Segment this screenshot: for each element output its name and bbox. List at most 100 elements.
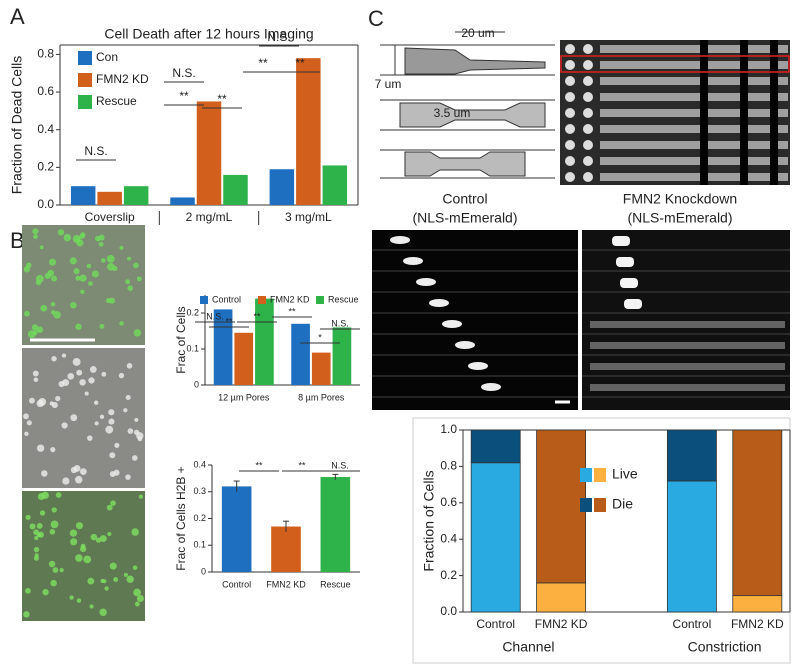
legend-label: Con	[96, 50, 118, 64]
legend-swatch	[258, 296, 266, 304]
cell	[70, 538, 78, 546]
cell	[127, 256, 132, 261]
legend-swatch	[580, 468, 592, 482]
cell	[26, 420, 32, 426]
bar	[269, 169, 295, 205]
micrographs-b	[22, 225, 145, 621]
cell	[76, 369, 83, 376]
pillar	[565, 60, 575, 70]
cell	[37, 493, 45, 501]
cell	[51, 507, 57, 513]
cell	[132, 565, 138, 570]
cell	[126, 363, 133, 369]
x-tick-label: FMN2 KD	[266, 579, 306, 589]
nucleus	[468, 362, 488, 370]
cell	[67, 372, 75, 380]
significance: **	[253, 311, 261, 321]
channel-micrograph	[560, 40, 790, 185]
cell	[94, 421, 99, 426]
cell	[80, 545, 87, 553]
pillar	[583, 140, 593, 150]
cell	[107, 262, 115, 271]
cell	[48, 258, 57, 266]
cell	[75, 554, 83, 562]
cell	[37, 531, 44, 538]
cell	[63, 233, 72, 242]
nucleus	[481, 383, 501, 391]
panel-letter: C	[368, 6, 384, 31]
bar	[271, 526, 301, 572]
cell	[87, 435, 93, 441]
x-tick-label: 12 µm Pores	[218, 392, 270, 402]
dimension-label: 20 um	[461, 26, 494, 40]
cell	[73, 268, 80, 275]
y-tick-label: 0.6	[37, 84, 54, 98]
cell	[69, 595, 74, 600]
cell	[134, 601, 140, 607]
bar	[234, 332, 254, 385]
cell	[123, 572, 128, 577]
cell	[133, 429, 140, 436]
cell	[99, 535, 107, 543]
pillar	[583, 92, 593, 102]
nucleus	[590, 384, 785, 391]
cell	[118, 372, 125, 379]
cell	[114, 442, 120, 448]
cell	[109, 452, 116, 459]
cell	[110, 500, 116, 506]
cell	[23, 266, 30, 273]
pillar	[565, 44, 575, 54]
bar	[213, 309, 233, 385]
y-tick-label: 0.2	[37, 160, 54, 174]
cell	[50, 520, 59, 529]
panel-letter: B	[10, 228, 25, 253]
pillar	[565, 76, 575, 86]
cell	[33, 377, 39, 383]
cell	[50, 447, 56, 453]
bar	[221, 486, 252, 572]
cell	[105, 298, 111, 304]
pillar	[583, 172, 593, 182]
bar-segment	[732, 595, 783, 613]
image-title: Control	[442, 191, 487, 207]
channel	[600, 109, 788, 117]
legend-swatch	[594, 498, 606, 512]
significance: **	[217, 92, 227, 106]
nucleus	[429, 299, 449, 307]
y-axis-label: Frac of Cells	[174, 306, 188, 373]
cell	[61, 422, 68, 429]
y-axis-label: Frac of Cells H2B +	[174, 466, 188, 570]
legend-label: Die	[612, 496, 633, 512]
x-tick-label: 2 mg/mL	[186, 210, 233, 224]
band	[740, 40, 748, 185]
legend-label: Control	[212, 294, 241, 304]
cell	[107, 531, 112, 537]
cell	[99, 414, 105, 420]
cell	[36, 326, 44, 334]
cell	[91, 270, 99, 278]
channel-diagram	[380, 31, 555, 179]
cell	[87, 577, 95, 585]
cell	[59, 567, 64, 573]
pillar	[565, 156, 575, 166]
cell	[99, 608, 107, 616]
bar	[311, 352, 331, 385]
cell	[94, 235, 101, 242]
image-title: (NLS-mEmerald)	[412, 210, 517, 226]
channel	[600, 157, 788, 165]
pillar	[565, 108, 575, 118]
significance: N.S.	[267, 30, 290, 44]
legend-label: FMN2 KD	[96, 72, 149, 86]
bar-segment	[536, 429, 587, 584]
cell	[36, 522, 43, 529]
bar-segment	[470, 429, 521, 464]
bar-segment	[666, 480, 717, 613]
y-tick-label: 0.2	[186, 307, 199, 317]
cell	[125, 474, 131, 480]
y-tick-label: 0.2	[440, 568, 457, 582]
y-tick-label: 0.1	[186, 343, 199, 353]
y-axis-label: Fraction of Cells	[421, 470, 437, 571]
nucleus	[390, 236, 410, 244]
cell	[133, 588, 141, 597]
bar	[97, 191, 122, 205]
